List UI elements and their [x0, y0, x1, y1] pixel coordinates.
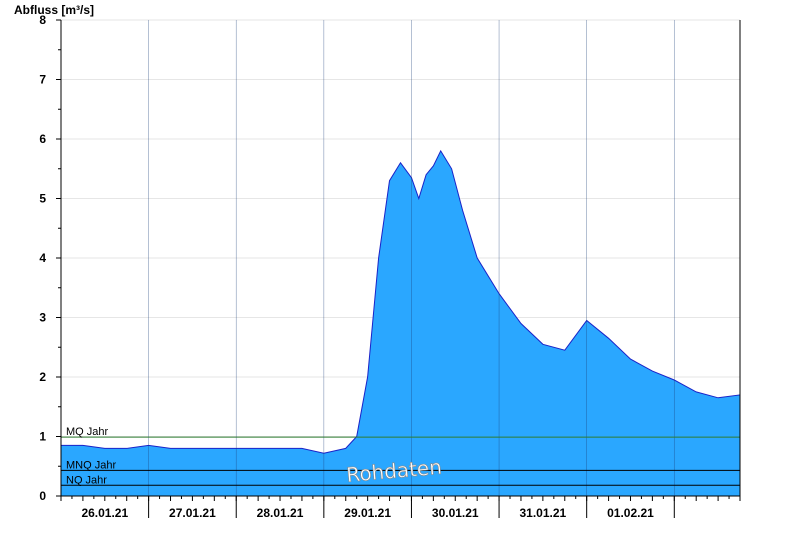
- reference-label-1: MNQ Jahr: [66, 459, 116, 471]
- x-tick-label-1: 27.01.21: [169, 506, 216, 520]
- y-tick-label-6: 6: [39, 132, 46, 146]
- reference-lines: MQ Jahr MNQ Jahr NQ Jahr: [61, 426, 740, 486]
- y-tick-label-1: 1: [39, 430, 46, 444]
- reference-label-2: NQ Jahr: [66, 474, 107, 486]
- day-divider-lines: [148, 20, 675, 496]
- x-tick-label-6: 01.02.21: [607, 506, 654, 520]
- y-tick-label-3: 3: [39, 311, 46, 325]
- discharge-area: [60, 149, 741, 497]
- y-tick-label-5: 5: [39, 192, 46, 206]
- y-tick-label-2: 2: [39, 370, 46, 384]
- y-axis-ticks: 0 1 2 3 4 5 6 7 8: [39, 13, 61, 503]
- y-tick-label-7: 7: [39, 73, 46, 87]
- y-tick-label-8: 8: [39, 13, 46, 27]
- x-tick-label-2: 28.01.21: [257, 506, 304, 520]
- x-tick-label-3: 29.01.21: [344, 506, 391, 520]
- x-tick-label-4: 30.01.21: [432, 506, 479, 520]
- y-axis-label: Abfluss [m³/s]: [14, 3, 94, 17]
- reference-label-0: MQ Jahr: [66, 426, 109, 438]
- y-tick-label-4: 4: [39, 251, 46, 265]
- x-tick-label-5: 31.01.21: [520, 506, 567, 520]
- x-axis-ticks: 26.01.21 27.01.21 28.01.21 29.01.21 30.01.21…: [60, 496, 741, 520]
- y-tick-label-0: 0: [39, 489, 46, 503]
- x-tick-label-0: 26.01.21: [81, 506, 128, 520]
